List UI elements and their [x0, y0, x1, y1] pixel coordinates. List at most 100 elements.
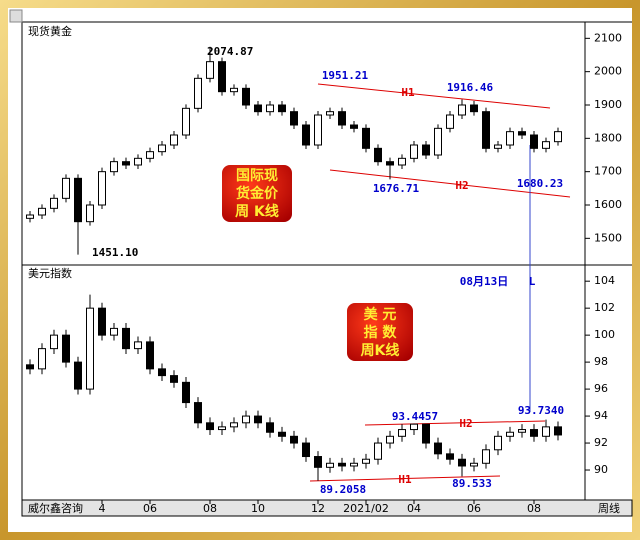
candle-body — [62, 334, 70, 363]
box-label: 周 K线 — [235, 203, 279, 220]
candle-body — [206, 422, 214, 431]
x-tick-label: 04 — [407, 502, 421, 515]
candle-body — [338, 111, 346, 126]
candle-body — [458, 458, 466, 467]
y-tick-label: 100 — [594, 328, 615, 341]
candle-body — [458, 104, 466, 116]
box-label: 周K线 — [361, 342, 400, 359]
candle-body — [206, 61, 214, 79]
candle-body — [278, 104, 286, 113]
candle-body — [254, 415, 262, 424]
candle-body — [362, 127, 370, 149]
candle-body — [242, 87, 250, 106]
annotation: H1 — [401, 86, 415, 99]
candle-body — [266, 422, 274, 433]
candle-body — [26, 214, 34, 219]
candle-body — [170, 375, 178, 383]
annotation: H2 — [455, 179, 468, 192]
x-tick-label: 06 — [467, 502, 481, 515]
candle-body — [506, 431, 514, 437]
candle-body — [98, 171, 106, 206]
candle-body — [422, 423, 430, 444]
x-tick-label: 08 — [527, 502, 541, 515]
candle-body — [146, 151, 154, 159]
candle-body — [506, 131, 514, 146]
annotation: 93.4457 — [392, 410, 438, 423]
candle-body — [158, 144, 166, 153]
y-tick-label: 1700 — [594, 165, 622, 178]
candle-body — [122, 327, 130, 350]
candle-body — [86, 204, 94, 223]
annotation: 89.2058 — [320, 483, 366, 496]
candle-body — [170, 134, 178, 146]
candle-body — [26, 364, 34, 370]
y-tick-label: 1900 — [594, 98, 622, 111]
candle-body — [362, 458, 370, 464]
candle-body — [326, 111, 334, 116]
candle-body — [326, 462, 334, 468]
annotation: 1451.10 — [92, 246, 138, 259]
candle-body — [38, 348, 46, 370]
box-label: 指 数 — [364, 324, 398, 341]
candle-body — [74, 177, 82, 223]
candle-body — [554, 131, 562, 143]
x-tick-label: 4 — [99, 502, 106, 515]
annotation: 89.533 — [452, 477, 492, 490]
panel-title: 美元指数 — [28, 266, 72, 280]
candle-body — [146, 341, 154, 370]
box-label: 货金价 — [235, 185, 279, 202]
candle-body — [122, 161, 130, 166]
candle-body — [290, 435, 298, 444]
candle-body — [110, 327, 118, 336]
candle-body — [542, 426, 550, 437]
candle-body — [554, 426, 562, 436]
candle-body — [422, 144, 430, 156]
candle-body — [194, 77, 202, 109]
x-tick-label: 08 — [203, 502, 217, 515]
candle-body — [158, 368, 166, 377]
candle-body — [338, 462, 346, 467]
y-tick-label: 92 — [594, 436, 608, 449]
candle-body — [446, 114, 454, 129]
trend-line — [317, 83, 551, 109]
candle-body — [434, 127, 442, 156]
footer-right: 周线 — [598, 501, 620, 515]
candle-body — [410, 423, 418, 431]
candle-body — [386, 435, 394, 444]
candle-body — [518, 429, 526, 433]
candle-body — [470, 462, 478, 467]
candle-body — [38, 207, 46, 216]
y-tick-label: 2100 — [594, 31, 622, 44]
candle-body — [398, 157, 406, 166]
candle-body — [530, 429, 538, 437]
candle-body — [530, 134, 538, 149]
x-tick-label: 06 — [143, 502, 157, 515]
candle-body — [110, 161, 118, 173]
candle-body — [230, 87, 238, 93]
candle-body — [134, 341, 142, 350]
candle-body — [50, 197, 58, 209]
annotation: H1 — [398, 473, 412, 486]
y-tick-label: 90 — [594, 463, 608, 476]
candle-body — [494, 435, 502, 451]
box-label: 美 元 — [364, 306, 397, 323]
candle-body — [278, 431, 286, 437]
candle-body — [74, 361, 82, 390]
panel-title: 现货黄金 — [28, 24, 72, 38]
candle-body — [302, 124, 310, 146]
candle-body — [182, 107, 190, 136]
candle-body — [290, 111, 298, 126]
candle-body — [134, 157, 142, 166]
candle-body — [410, 144, 418, 159]
candle-body — [482, 111, 490, 149]
annotation: 1916.46 — [447, 81, 494, 94]
candle-body — [482, 449, 490, 464]
candle-body — [314, 114, 322, 146]
candle-body — [98, 307, 106, 336]
candle-body — [230, 422, 238, 428]
candle-body — [182, 381, 190, 404]
candle-body — [470, 104, 478, 113]
candle-body — [518, 131, 526, 136]
candle-body — [494, 144, 502, 149]
candle-body — [194, 402, 202, 424]
